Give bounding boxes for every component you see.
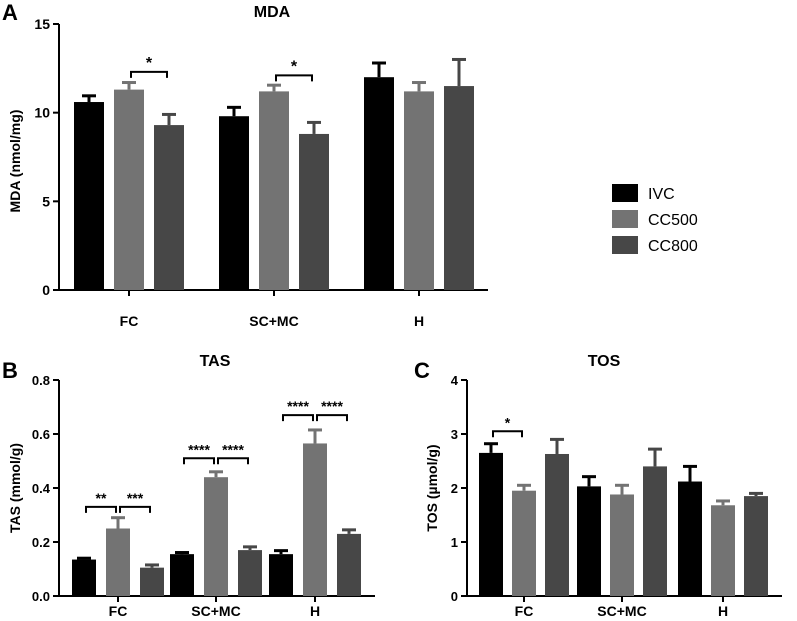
significance-label: ****: [287, 398, 309, 414]
bar-cc500-sc-mc: [610, 494, 634, 596]
legend-label-cc800: CC800: [648, 238, 698, 255]
significance-label: *: [291, 58, 298, 75]
significance-bracket: [275, 74, 313, 82]
panel-b: B TAS TAS (mmol/g) 0.0 0.2 0.4 0.6 0.8 FC SC+M…: [2, 353, 375, 619]
bar-cc800-sc-mc: [299, 133, 329, 290]
bar-cc800-sc-mc: [643, 466, 667, 596]
significance-bracket: [183, 457, 215, 465]
y-tick-label: 0.6: [32, 427, 50, 442]
panel-b-ylabel: TAS (mmol/g): [7, 443, 23, 533]
legend-label-cc500: CC500: [648, 212, 698, 229]
significance-bracket: [130, 70, 168, 78]
y-tick-label: 0.4: [32, 481, 51, 496]
legend: IVC CC500 CC800: [612, 184, 698, 255]
significance-bracket: [282, 414, 314, 422]
bar-ivc-h: [269, 554, 293, 596]
x-tick-label: H: [310, 603, 320, 619]
y-tick-label: 2: [451, 481, 458, 496]
bar-cc800-sc-mc: [238, 550, 262, 596]
x-tick-label: SC+MC: [249, 313, 298, 329]
y-tick-label: 0: [451, 589, 458, 604]
x-tick-label: H: [414, 313, 424, 329]
bar-ivc-sc-mc: [219, 116, 249, 290]
panel-a-letter: A: [2, 0, 18, 25]
significance-label: *: [505, 414, 511, 430]
bar-cc800-h: [744, 496, 768, 596]
bar-cc500-fc: [512, 490, 536, 596]
panel-b-title: TAS: [200, 353, 231, 370]
bar-cc500-sc-mc: [259, 91, 289, 291]
x-tick-label: SC+MC: [597, 603, 646, 619]
bar-cc500-h: [404, 91, 434, 291]
bar-ivc-sc-mc: [170, 554, 194, 596]
legend-swatch-cc500: [612, 210, 638, 228]
x-tick-label: FC: [120, 313, 139, 329]
significance-bracket: [492, 430, 523, 438]
significance-bracket: [119, 505, 151, 513]
panel-a-ylabel: MDA (nmol/mg): [7, 110, 23, 213]
significance-bracket: [217, 457, 249, 465]
panel-b-letter: B: [2, 358, 18, 383]
bar-ivc-h: [678, 481, 702, 596]
panel-c-ylabel: TOS (µmol/g): [424, 444, 440, 531]
bar-ivc-sc-mc: [577, 486, 601, 596]
bar-cc800-h: [337, 533, 361, 596]
significance-label: ****: [188, 441, 210, 457]
panel-c: C TOS TOS (µmol/g) 0 1 2 3 4 FC SC+MC H *: [414, 353, 782, 619]
x-tick-label: FC: [515, 603, 534, 619]
bar-cc500-fc: [114, 89, 144, 290]
bar-ivc-fc: [72, 559, 96, 596]
bar-cc500-sc-mc: [204, 477, 228, 596]
significance-label: ****: [222, 441, 244, 457]
bar-cc500-fc: [106, 528, 130, 596]
panel-c-title: TOS: [588, 353, 621, 370]
legend-swatch-ivc: [612, 184, 638, 202]
significance-bracket: [316, 414, 348, 422]
y-tick-label: 5: [42, 193, 50, 209]
x-tick-label: H: [718, 603, 728, 619]
y-tick-label: 3: [451, 427, 458, 442]
bar-cc800-h: [444, 86, 474, 290]
panel-a-title: MDA: [254, 4, 291, 21]
panel-c-letter: C: [414, 358, 430, 383]
y-tick-label: 4: [451, 373, 459, 388]
significance-label: ****: [321, 398, 343, 414]
bar-cc500-h: [711, 505, 735, 596]
bar-cc500-h: [303, 443, 327, 596]
y-tick-label: 0.2: [32, 535, 50, 550]
bar-cc800-fc: [140, 567, 164, 596]
panel-a: A MDA MDA (nmol/mg) 0 5 10 15 FC SC+MC H * *: [2, 0, 488, 329]
legend-swatch-cc800: [612, 236, 638, 254]
x-tick-label: FC: [109, 603, 128, 619]
y-tick-label: 15: [34, 16, 50, 32]
bar-cc800-fc: [545, 453, 569, 596]
y-tick-label: 1: [451, 535, 458, 550]
y-tick-label: 10: [34, 105, 50, 121]
bar-cc800-fc: [154, 125, 184, 290]
y-tick-label: 0.0: [32, 589, 50, 604]
x-tick-label: SC+MC: [191, 603, 240, 619]
legend-label-ivc: IVC: [648, 186, 675, 203]
y-tick-label: 0: [42, 282, 50, 298]
y-tick-label: 0.8: [32, 373, 50, 388]
significance-bracket: [85, 505, 117, 513]
significance-label: ***: [127, 490, 144, 506]
significance-label: **: [96, 490, 107, 506]
bar-ivc-fc: [479, 452, 503, 596]
bar-ivc-h: [364, 77, 394, 290]
significance-label: *: [146, 55, 153, 72]
bar-ivc-fc: [74, 102, 104, 290]
